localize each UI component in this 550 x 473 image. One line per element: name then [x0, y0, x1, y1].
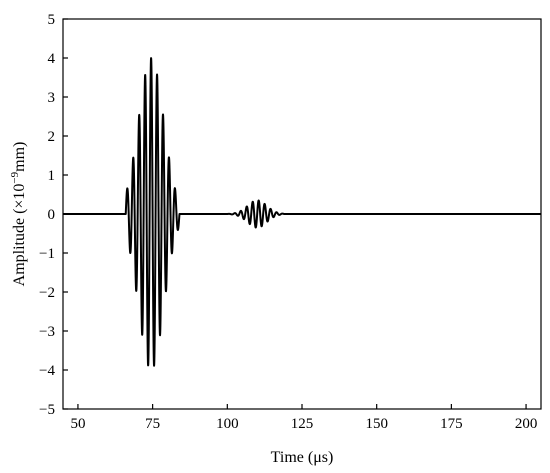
y-tick-label: −3 [39, 324, 55, 340]
x-tick-label: 100 [216, 416, 239, 432]
y-tick-label: −1 [39, 246, 55, 262]
series-line-signal [62, 57, 542, 367]
y-tick-label: 5 [48, 12, 56, 28]
x-tick-label: 175 [440, 416, 463, 432]
y-axis-title: Amplitude (×10−9mm) [9, 142, 28, 287]
y-tick-label: 3 [48, 90, 56, 106]
x-tick-label: 50 [70, 416, 85, 432]
y-axis-title-exponent: −9 [9, 171, 21, 183]
y-tick-label: −4 [39, 363, 55, 379]
x-tick-label: 125 [291, 416, 314, 432]
x-axis-tick-labels: 50 75 100 125 150 175 200 [70, 416, 537, 432]
y-tick-label: 2 [48, 129, 56, 145]
y-tick-label: −5 [39, 402, 55, 418]
x-tick-label: 75 [145, 416, 160, 432]
y-axis-title-prefix: Amplitude (×10 [11, 184, 28, 287]
y-tick-label: 0 [48, 207, 56, 223]
y-tick-label: 1 [48, 168, 56, 184]
y-tick-label: −2 [39, 285, 55, 301]
x-axis-ticks [77, 404, 527, 409]
y-axis-title-suffix: mm) [11, 142, 28, 172]
x-axis-title: Time (μs) [271, 449, 334, 466]
x-tick-label: 200 [515, 416, 538, 432]
x-tick-label: 150 [365, 416, 388, 432]
y-axis-tick-labels: 5 4 3 2 1 0 −1 −2 −3 −4 −5 [39, 12, 55, 418]
y-tick-label: 4 [48, 51, 56, 67]
